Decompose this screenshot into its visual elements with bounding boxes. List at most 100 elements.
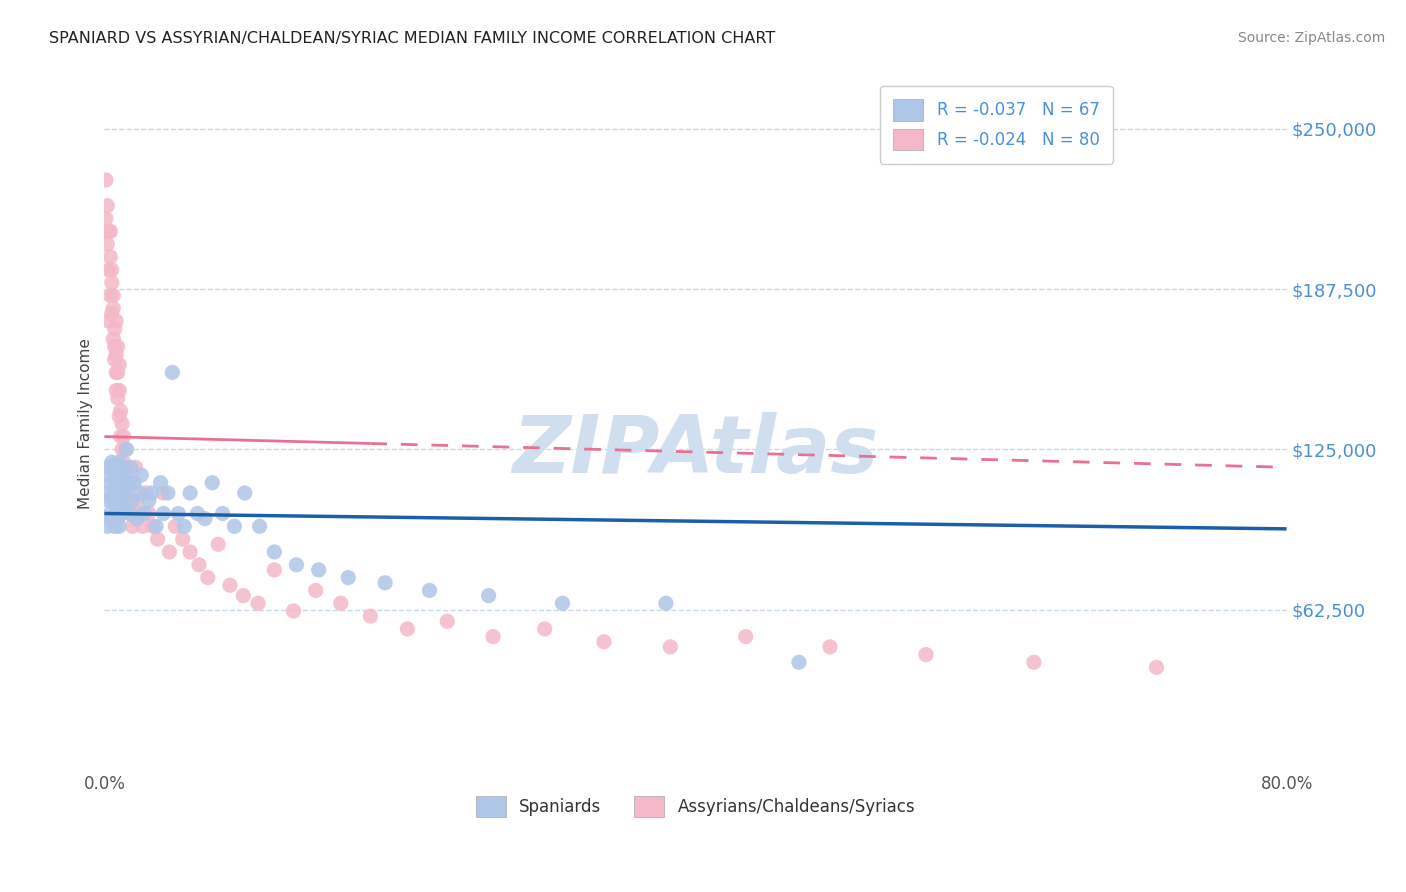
Point bbox=[305, 583, 328, 598]
Point bbox=[146, 532, 169, 546]
Point bbox=[107, 340, 129, 354]
Point bbox=[108, 358, 131, 372]
Point bbox=[308, 563, 330, 577]
Point bbox=[103, 301, 125, 316]
Point bbox=[122, 475, 145, 490]
Point bbox=[112, 501, 135, 516]
Point bbox=[97, 224, 120, 238]
Point bbox=[98, 507, 121, 521]
Point bbox=[224, 519, 246, 533]
Point bbox=[112, 429, 135, 443]
Point bbox=[98, 224, 121, 238]
Point bbox=[149, 475, 172, 490]
Point bbox=[100, 306, 122, 320]
Point bbox=[124, 460, 146, 475]
Point bbox=[337, 571, 360, 585]
Legend: Spaniards, Assyrians/Chaldeans/Syriacs: Spaniards, Assyrians/Chaldeans/Syriacs bbox=[468, 789, 922, 824]
Point bbox=[104, 519, 127, 533]
Point bbox=[121, 493, 143, 508]
Point bbox=[156, 486, 179, 500]
Point bbox=[105, 347, 128, 361]
Point bbox=[138, 507, 160, 521]
Point bbox=[734, 630, 756, 644]
Point bbox=[110, 429, 132, 443]
Point bbox=[263, 545, 285, 559]
Point bbox=[103, 493, 125, 508]
Point bbox=[104, 481, 127, 495]
Point bbox=[197, 571, 219, 585]
Point bbox=[117, 486, 139, 500]
Point bbox=[103, 288, 125, 302]
Point bbox=[211, 507, 233, 521]
Point bbox=[112, 481, 135, 495]
Point bbox=[329, 596, 352, 610]
Point bbox=[172, 532, 194, 546]
Point bbox=[655, 596, 678, 610]
Point bbox=[103, 460, 125, 475]
Point bbox=[915, 648, 938, 662]
Point bbox=[96, 199, 118, 213]
Point bbox=[100, 455, 122, 469]
Point bbox=[98, 288, 121, 302]
Point bbox=[128, 507, 150, 521]
Point bbox=[201, 475, 224, 490]
Point bbox=[114, 468, 136, 483]
Text: ZIPAtlas: ZIPAtlas bbox=[512, 412, 879, 491]
Point bbox=[125, 511, 148, 525]
Point bbox=[118, 493, 141, 508]
Point bbox=[787, 655, 810, 669]
Point bbox=[94, 173, 117, 187]
Point bbox=[98, 250, 121, 264]
Point bbox=[114, 442, 136, 457]
Point bbox=[157, 545, 180, 559]
Point bbox=[145, 519, 167, 533]
Point bbox=[359, 609, 381, 624]
Point bbox=[110, 404, 132, 418]
Point bbox=[152, 486, 174, 500]
Point bbox=[108, 455, 131, 469]
Text: SPANIARD VS ASSYRIAN/CHALDEAN/SYRIAC MEDIAN FAMILY INCOME CORRELATION CHART: SPANIARD VS ASSYRIAN/CHALDEAN/SYRIAC MED… bbox=[49, 31, 776, 46]
Text: Source: ZipAtlas.com: Source: ZipAtlas.com bbox=[1237, 31, 1385, 45]
Point bbox=[436, 614, 458, 628]
Point bbox=[108, 486, 131, 500]
Point bbox=[818, 640, 841, 654]
Point bbox=[179, 545, 201, 559]
Point bbox=[249, 519, 271, 533]
Point bbox=[162, 366, 184, 380]
Point bbox=[152, 507, 174, 521]
Point bbox=[94, 211, 117, 226]
Point bbox=[115, 481, 138, 495]
Point bbox=[179, 486, 201, 500]
Point bbox=[167, 507, 190, 521]
Point bbox=[104, 486, 127, 500]
Point bbox=[97, 262, 120, 277]
Point bbox=[283, 604, 305, 618]
Point bbox=[111, 442, 134, 457]
Point bbox=[122, 475, 145, 490]
Point bbox=[219, 578, 242, 592]
Point bbox=[112, 455, 135, 469]
Point bbox=[118, 507, 141, 521]
Point bbox=[396, 622, 419, 636]
Point bbox=[105, 314, 128, 328]
Point bbox=[194, 511, 217, 525]
Point bbox=[1022, 655, 1045, 669]
Point bbox=[110, 493, 132, 508]
Point bbox=[104, 340, 127, 354]
Point bbox=[94, 486, 117, 500]
Point bbox=[111, 507, 134, 521]
Point bbox=[107, 391, 129, 405]
Point bbox=[592, 634, 614, 648]
Point bbox=[105, 493, 128, 508]
Point bbox=[132, 519, 155, 533]
Point bbox=[173, 519, 195, 533]
Point bbox=[110, 468, 132, 483]
Point bbox=[478, 589, 501, 603]
Point bbox=[96, 224, 118, 238]
Point bbox=[247, 596, 270, 610]
Point bbox=[100, 511, 122, 525]
Point bbox=[105, 507, 128, 521]
Point bbox=[125, 493, 148, 508]
Point bbox=[659, 640, 682, 654]
Point bbox=[138, 493, 160, 508]
